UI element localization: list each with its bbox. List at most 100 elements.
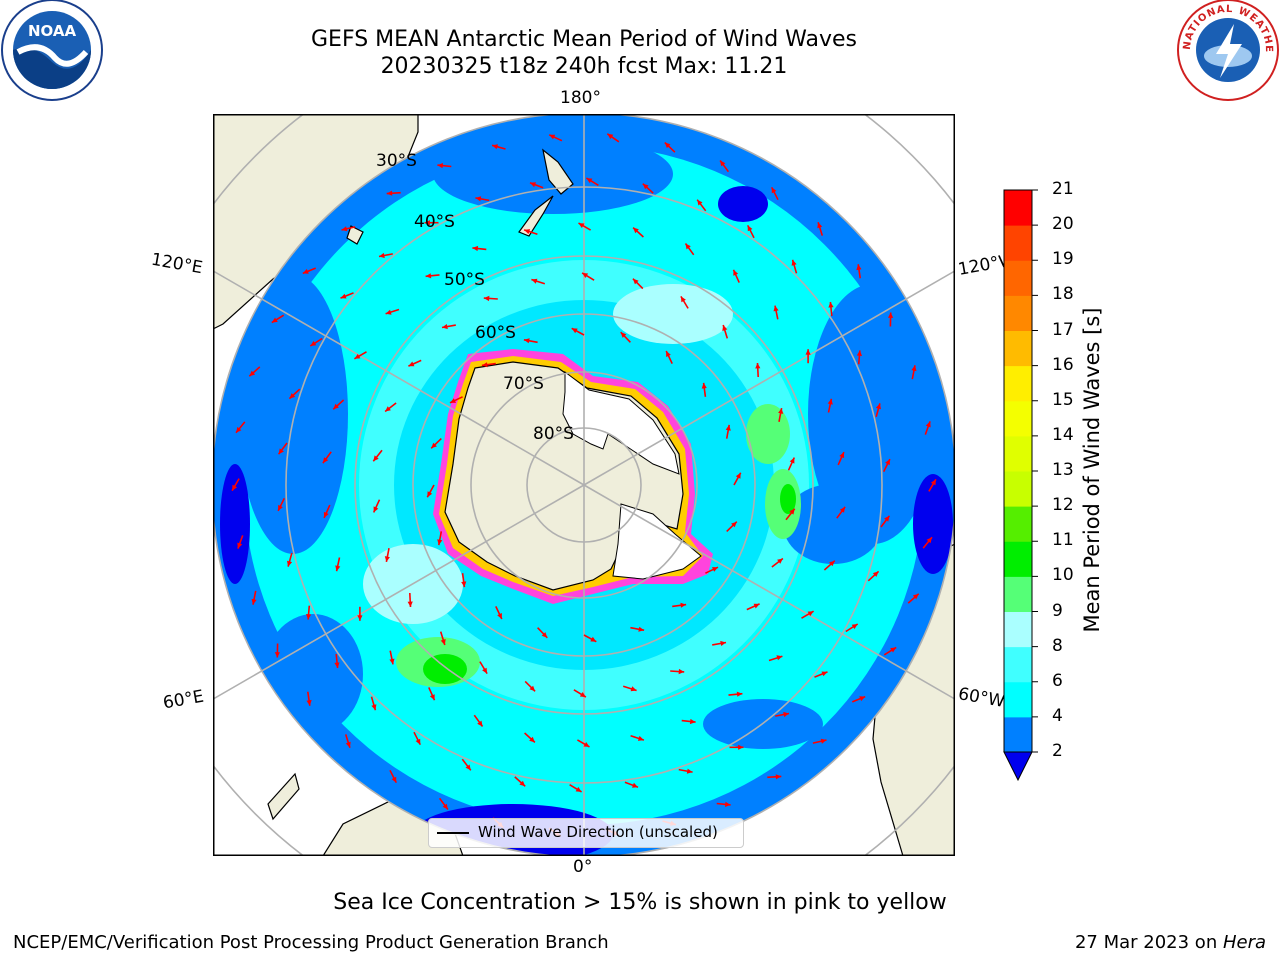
- wind-wave-arrowhead: [575, 786, 582, 792]
- lon-label-180: 180°: [560, 88, 601, 108]
- colorbar-tick-label: 17: [1052, 319, 1074, 340]
- colorbar-tick-label: 8: [1052, 635, 1063, 656]
- wind-wave-arrowhead: [437, 539, 443, 546]
- wind-wave-arrowhead: [341, 226, 348, 232]
- wind-wave-arrowhead: [733, 269, 739, 276]
- wind-wave-arrowhead: [306, 699, 312, 706]
- lat-label-30s: 30°S: [376, 151, 417, 171]
- colorbar: [1003, 189, 1038, 782]
- colorbar-tick-label: 21: [1052, 179, 1074, 199]
- wind-wave-arrowhead: [345, 741, 351, 748]
- wind-wave-arrowhead: [274, 652, 280, 658]
- wind-wave-arrowhead: [481, 362, 488, 368]
- wind-wave-arrowhead: [530, 182, 536, 188]
- colorbar-tick-label: 12: [1052, 495, 1074, 516]
- wind-wave-arrowhead: [541, 632, 548, 638]
- wind-wave-arrowhead: [820, 738, 827, 744]
- wind-wave-arrowhead: [251, 598, 257, 605]
- colorbar-bin: [1004, 471, 1032, 507]
- wind-wave-arrowhead: [310, 340, 317, 346]
- wind-wave-arrowhead: [783, 711, 789, 718]
- colorbar-bin: [1004, 400, 1032, 437]
- wind-wave-arrowhead: [930, 479, 936, 486]
- wind-wave-arrowhead: [685, 243, 691, 250]
- wind-wave-arrowhead: [425, 273, 432, 279]
- wind-wave-arrowhead: [442, 803, 448, 810]
- colorbar-title: Mean Period of Wind Waves [s]: [1080, 307, 1104, 633]
- legend-label: Wind Wave Direction (unscaled): [478, 823, 718, 841]
- wind-wave-arrowhead: [637, 735, 644, 741]
- wind-wave-arrowhead: [278, 504, 283, 511]
- wind-wave-arrowhead: [712, 567, 718, 572]
- wind-wave-arrowhead: [524, 229, 531, 235]
- wind-wave-arrowhead: [278, 448, 284, 455]
- wind-wave-arrowhead: [583, 742, 590, 747]
- wind-wave-arrowhead: [334, 662, 340, 668]
- wind-wave-arrowhead: [775, 774, 782, 780]
- wind-wave-arrowhead: [391, 776, 397, 783]
- colorbar-tick-label: 13: [1052, 460, 1074, 480]
- wind-wave-arrowhead: [753, 603, 760, 609]
- wind-wave-arrowhead: [632, 278, 639, 285]
- colorbar-bin: [1004, 365, 1032, 402]
- wind-wave-arrowhead: [777, 558, 783, 564]
- colorbar-tick-label: 18: [1052, 284, 1074, 305]
- colorbar-tick-label: 9: [1052, 600, 1063, 621]
- colorbar-bin: [1004, 576, 1032, 612]
- lat-label-50s: 50°S: [444, 270, 485, 290]
- wind-wave-arrowhead: [472, 245, 479, 252]
- wind-wave-arrowhead: [431, 442, 437, 449]
- colorbar-tick-label: 16: [1052, 354, 1074, 375]
- wind-wave-arrowhead: [821, 671, 828, 677]
- footer-credit: NCEP/EMC/Verification Post Processing Pr…: [13, 932, 609, 953]
- wind-wave-arrowhead: [492, 144, 498, 150]
- wind-wave-arrowhead: [440, 639, 446, 645]
- wind-wave-arrowhead: [620, 332, 627, 338]
- wind-wave-arrowhead: [720, 160, 726, 167]
- wind-wave-arrowhead: [373, 506, 379, 513]
- wind-wave-arrowhead: [232, 484, 238, 491]
- wind-wave-arrowhead: [722, 325, 728, 331]
- wind-wave-arrowhead: [442, 324, 448, 330]
- colorbar-under-triangle: [1003, 751, 1033, 782]
- wind-wave-arrowhead: [429, 694, 435, 701]
- wind-wave-arrowhead: [582, 272, 589, 278]
- wind-wave-arrowhead: [735, 472, 741, 479]
- wind-wave-arrowhead: [859, 696, 866, 702]
- wind-wave-arrowhead: [875, 403, 881, 410]
- wind-wave-arrowhead: [697, 199, 703, 206]
- wind-wave-arrowhead: [925, 421, 931, 428]
- wind-wave-arrowhead: [926, 537, 932, 544]
- wind-wave-arrowhead: [778, 408, 784, 414]
- wind-wave-arrowhead: [529, 736, 535, 743]
- wind-wave-arrowhead: [680, 296, 686, 303]
- wind-wave-arrowhead: [579, 692, 586, 698]
- colorbar-tick-label: 4: [1052, 705, 1063, 726]
- wind-wave-arrowhead: [666, 351, 671, 357]
- wind-wave-arrowhead: [475, 196, 482, 202]
- colorbar-tick-label: 10: [1052, 565, 1074, 586]
- noaa-logo: NOAA: [1, 0, 103, 101]
- wind-wave-arrowhead: [571, 328, 578, 334]
- nws-logo: NATIONAL WEATHER SERVICE: [1176, 0, 1279, 101]
- wind-wave-arrowhead: [839, 452, 845, 459]
- wind-wave-arrowhead: [357, 615, 363, 621]
- chart-subtitle: 20230325 t18z 240h fcst Max: 11.21: [380, 54, 788, 79]
- lon-label-60w: 60°W: [956, 684, 1007, 712]
- colorbar-bin: [1004, 681, 1032, 718]
- footer-machine: Hera: [1222, 932, 1266, 953]
- wind-wave-arrowhead: [872, 571, 879, 577]
- wind-wave-arrowhead: [306, 614, 312, 620]
- lat-label-40s: 40°S: [414, 212, 455, 232]
- wind-wave-arrowhead: [689, 718, 696, 725]
- wind-wave-arrowhead: [531, 278, 538, 284]
- colorbar-bin: [1004, 541, 1032, 577]
- colorbar-bin: [1004, 435, 1032, 472]
- wind-wave-arrowhead: [912, 593, 919, 600]
- wind-wave-arrowhead: [450, 398, 456, 403]
- wind-wave-arrowhead: [302, 268, 309, 274]
- wind-wave-arrowhead: [664, 142, 671, 149]
- wind-wave-arrowhead: [755, 363, 761, 369]
- lon-label-60e: 60°E: [161, 686, 206, 714]
- wind-wave-arrowhead: [856, 264, 862, 271]
